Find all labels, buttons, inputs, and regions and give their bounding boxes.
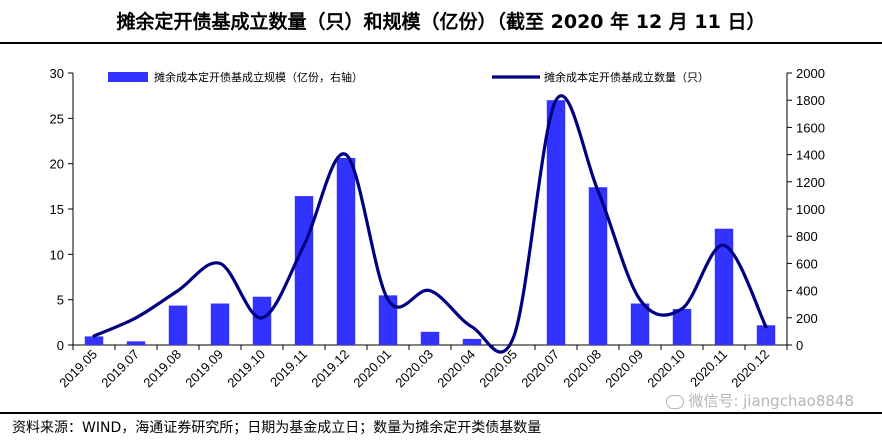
left-tick-label: 30: [50, 66, 64, 81]
x-tick-label: 2019.10: [224, 347, 268, 391]
bar: [210, 303, 230, 345]
x-tick-label: 2020.08: [560, 347, 604, 391]
bar: [462, 338, 482, 345]
right-tick-label: 600: [796, 256, 818, 271]
chart: 0 5 10 15 20 25 30 0 200 400 600 800 1000 1200 1400 160…: [50, 66, 825, 391]
left-tick-label: 0: [57, 338, 64, 353]
bar: [378, 295, 398, 345]
x-tick-label: 2019.09: [182, 347, 226, 391]
left-tick-label: 15: [50, 202, 64, 217]
bar: [168, 305, 188, 345]
count-line: [92, 94, 768, 354]
x-tick-label: 2019.07: [98, 347, 142, 391]
right-tick-label: 1600: [796, 120, 825, 135]
right-tick-label: 1200: [796, 175, 825, 190]
left-tick-label: 10: [50, 247, 64, 262]
bar: [630, 303, 650, 345]
bar: [588, 187, 608, 345]
bar: [126, 341, 146, 345]
x-tick-label: 2020.07: [518, 347, 562, 391]
right-tick-label: 1400: [796, 148, 825, 163]
right-tick-label: 400: [796, 284, 818, 299]
x-tick-label: 2019.08: [140, 347, 184, 391]
x-tick-label: 2020.11: [687, 347, 730, 390]
wechat-icon: [666, 394, 685, 409]
right-tick-label: 800: [796, 229, 818, 244]
right-tick-label: 0: [796, 338, 803, 353]
bar: [84, 336, 104, 345]
legend-bar-swatch: [108, 72, 148, 82]
x-tick-label: 2019.11: [267, 347, 310, 390]
legend-line-label: 摊余成本定开债基成立数量（只）: [544, 70, 709, 84]
left-tick-label: 5: [57, 293, 64, 308]
legend-bar-label: 摊余成本定开债基成立规模（亿份，右轴）: [154, 70, 363, 84]
right-tick-label: 1800: [796, 93, 825, 108]
x-tick-label: 2020.01: [350, 347, 394, 391]
watermark-text: 微信号: jiangchao8848: [688, 392, 854, 410]
left-tick-label: 25: [50, 111, 64, 126]
source-note: 资料来源：WIND，海通证券研究所；日期为基金成立日；数量为摊余定开类债基数量: [0, 412, 882, 443]
x-tick-label: 2020.09: [602, 347, 646, 391]
x-tick-label: 2020.03: [392, 347, 436, 391]
bar: [420, 331, 440, 345]
x-tick-label: 2019.05: [56, 347, 100, 391]
bar: [546, 100, 566, 345]
bar: [294, 196, 314, 345]
right-tick-label: 2000: [796, 66, 825, 81]
watermark: 微信号: jiangchao8848: [666, 390, 854, 411]
left-tick-label: 20: [50, 157, 64, 172]
bar: [756, 325, 776, 345]
right-tick-label: 200: [796, 311, 818, 326]
x-tick-label: 2020.10: [644, 347, 688, 391]
right-tick-label: 1000: [796, 202, 825, 217]
x-tick-label: 2020.04: [434, 347, 478, 391]
bar: [252, 296, 272, 345]
bar: [714, 228, 734, 345]
x-tick-label: 2020.12: [728, 347, 772, 391]
bar: [336, 158, 356, 345]
bar: [672, 308, 692, 345]
chart-title: 摊余定开债基成立数量（只）和规模（亿份）（截至 2020 年 12 月 11 日…: [0, 0, 882, 44]
x-tick-label: 2019.12: [308, 347, 352, 391]
